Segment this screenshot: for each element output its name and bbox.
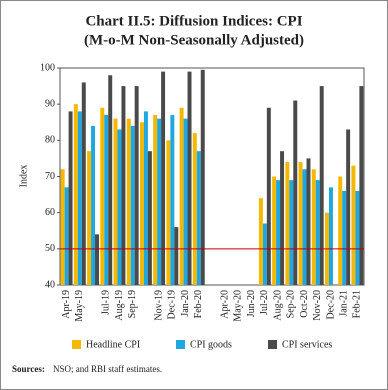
bar: [95, 234, 99, 285]
x-tick-label: Apr-20: [220, 290, 231, 319]
bar: [73, 104, 78, 286]
bar: [87, 151, 92, 285]
bar: [161, 71, 166, 285]
y-tick-label: 90: [45, 98, 55, 109]
bar: [187, 71, 192, 285]
bar: [179, 107, 184, 286]
x-tick-label: Aug-19: [114, 290, 125, 321]
legend-label: Headline CPI: [86, 339, 140, 350]
bar: [315, 180, 320, 285]
bar: [121, 86, 126, 285]
x-tick-label: Jan-21: [338, 290, 349, 317]
legend-swatch: [268, 340, 277, 349]
x-tick-label: Aug-20: [272, 290, 283, 321]
bar: [276, 180, 281, 285]
x-tick-label: Nov-20: [312, 290, 323, 321]
bar: [117, 129, 122, 285]
bar: [306, 158, 311, 285]
bar: [81, 82, 86, 285]
legend-swatch: [176, 340, 185, 349]
x-tick-label: Jan-20: [180, 290, 191, 317]
y-axis-label: Index: [18, 165, 29, 188]
source-text: NSO; and RBI staff estimates.: [53, 364, 162, 374]
bar: [166, 140, 171, 285]
chart-subtitle: (M-o-M Non-Seasonally Adjusted): [84, 32, 304, 48]
bar: [342, 190, 347, 285]
bar: [298, 162, 303, 285]
bar: [311, 169, 316, 285]
x-tick-label: Jun-20: [246, 290, 257, 317]
x-tick-label: Apr-19: [61, 290, 72, 319]
bar: [302, 169, 307, 285]
bar: [157, 118, 162, 285]
x-tick-label: May-20: [233, 290, 244, 322]
bar: [139, 122, 144, 285]
bar: [108, 75, 113, 285]
bar: [293, 100, 298, 285]
bar: [68, 111, 73, 286]
bar: [200, 69, 205, 285]
bar: [134, 86, 139, 285]
x-tick-label: Jul-20: [259, 290, 270, 315]
bar: [143, 111, 148, 286]
bar: [338, 176, 343, 285]
bar: [359, 86, 364, 285]
bar: [285, 162, 290, 285]
x-tick-label: Jul-19: [101, 290, 112, 315]
bar: [174, 227, 179, 285]
bar: [262, 223, 267, 285]
bar: [196, 151, 201, 285]
x-tick-label: Dec-19: [167, 290, 178, 319]
x-tick-label: Feb-20: [193, 290, 204, 318]
bar: [153, 115, 158, 286]
bar: [113, 118, 118, 285]
bar: [272, 176, 277, 285]
bar: [100, 107, 105, 286]
bar: [328, 187, 333, 285]
bar: [319, 86, 324, 285]
y-tick-label: 60: [45, 207, 55, 218]
legend-label: CPI goods: [190, 339, 232, 350]
bar: [355, 190, 360, 285]
source-label: Sources:: [12, 364, 45, 374]
y-tick-label: 100: [40, 62, 55, 73]
bar: [192, 133, 197, 285]
bar: [266, 107, 271, 286]
y-tick-label: 50: [45, 243, 55, 254]
x-tick-label: Sep-19: [127, 290, 138, 318]
bar: [346, 129, 351, 285]
bar: [289, 180, 294, 285]
bar: [91, 125, 96, 285]
bar: [147, 151, 152, 285]
bar: [351, 165, 356, 285]
chart-title: Chart II.5: Diffusion Indices: CPI: [85, 13, 302, 29]
bar: [258, 198, 263, 285]
legend-swatch: [72, 340, 81, 349]
y-tick-label: 70: [45, 171, 55, 182]
bar: [77, 111, 82, 286]
bar: [130, 125, 135, 285]
y-tick-label: 80: [45, 135, 55, 146]
bar: [60, 169, 65, 285]
x-tick-label: Sep-20: [286, 290, 297, 318]
y-tick-label: 40: [45, 279, 55, 290]
bar: [64, 187, 69, 285]
x-tick-label: Dec-20: [325, 290, 336, 319]
bar: [126, 118, 131, 285]
bar: [183, 118, 188, 285]
legend-label: CPI services: [282, 339, 332, 350]
x-tick-label: Nov-19: [153, 290, 164, 321]
x-tick-label: May-19: [74, 290, 85, 322]
bar: [280, 151, 285, 285]
x-tick-label: Oct-20: [299, 290, 310, 318]
bar: [104, 115, 109, 286]
bar: [170, 115, 175, 286]
x-tick-label: Feb-21: [352, 290, 363, 318]
